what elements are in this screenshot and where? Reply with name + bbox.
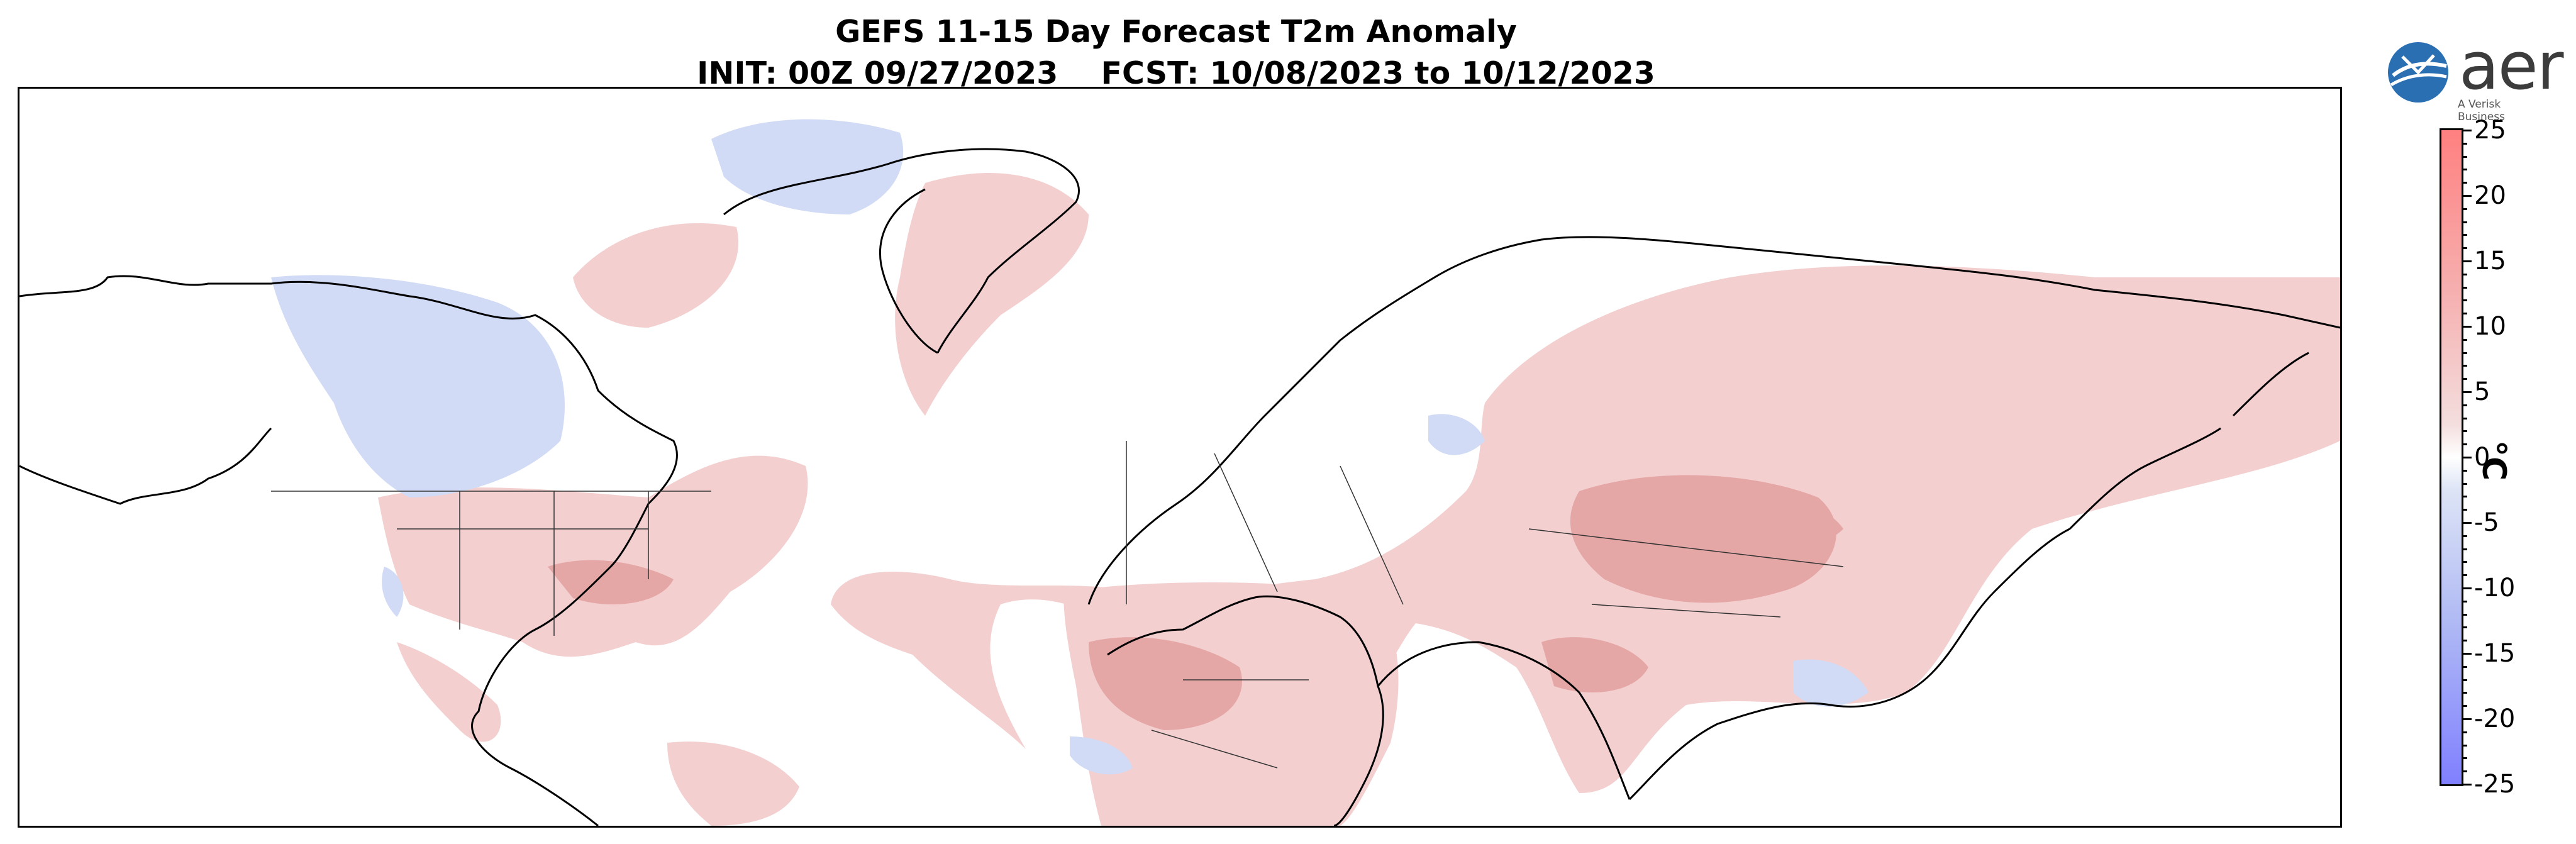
colorbar-major-tick [2462, 784, 2472, 786]
colorbar-minor-tick [2462, 352, 2467, 354]
political-borders [271, 441, 1844, 769]
colorbar-tick-label: 15 [2474, 247, 2506, 275]
colorbar-minor-tick [2462, 548, 2467, 550]
colorbar-minor-tick [2462, 574, 2467, 577]
colorbar-minor-tick [2462, 182, 2467, 184]
colorbar-minor-tick [2462, 430, 2467, 433]
chart-title: GEFS 11-15 Day Forecast T2m Anomaly INIT… [0, 11, 2352, 94]
colorbar-minor-tick [2462, 234, 2467, 236]
colorbar-minor-tick [2462, 482, 2467, 485]
colorbar-major-tick [2462, 195, 2472, 197]
globe-logo-icon [2388, 42, 2448, 103]
colorbar-minor-tick [2462, 299, 2467, 302]
colorbar-tick-label: 20 [2474, 181, 2506, 210]
colorbar-minor-tick [2462, 443, 2467, 446]
colorbar-tick-label: 0 [2474, 443, 2490, 472]
colorbar-minor-tick [2462, 365, 2467, 367]
cool-anomaly-areas [271, 119, 1868, 775]
colorbar-minor-tick [2462, 155, 2467, 158]
colorbar-tick-label: -5 [2474, 508, 2499, 537]
colorbar-minor-tick [2462, 469, 2467, 472]
colorbar-major-tick [2462, 587, 2472, 589]
colorbar-tick-label: -20 [2474, 704, 2516, 733]
colorbar-major-tick [2462, 391, 2472, 393]
colorbar-minor-tick [2462, 640, 2467, 642]
colorbar-minor-tick [2462, 561, 2467, 564]
colorbar-tick-label: 10 [2474, 312, 2506, 341]
colorbar-tick-label: -10 [2474, 574, 2516, 602]
colorbar-minor-tick [2462, 626, 2467, 629]
colorbar-tick-label: -25 [2474, 770, 2516, 799]
colorbar-minor-tick [2462, 757, 2467, 760]
logo-brand: aer [2459, 28, 2563, 104]
anomaly-map [18, 87, 2342, 828]
colorbar-minor-tick [2462, 509, 2467, 511]
colorbar-major-tick [2462, 457, 2472, 458]
map-svg [19, 119, 2340, 826]
colorbar-major-tick [2462, 260, 2472, 262]
colorbar-minor-tick [2462, 665, 2467, 668]
colorbar-minor-tick [2462, 417, 2467, 419]
colorbar-minor-tick [2462, 221, 2467, 223]
title-line-2: INIT: 00Z 09/27/2023 FCST: 10/08/2023 to… [697, 55, 1655, 91]
strong-warm-anomaly-areas [548, 475, 1843, 730]
aer-logo: aer A Verisk Business [2384, 28, 2563, 123]
colorbar-minor-tick [2462, 600, 2467, 602]
colorbar [2440, 128, 2463, 786]
colorbar-minor-tick [2462, 692, 2467, 694]
colorbar-minor-tick [2462, 679, 2467, 681]
colorbar-minor-tick [2462, 286, 2467, 289]
colorbar-major-tick [2462, 522, 2472, 524]
colorbar-minor-tick [2462, 705, 2467, 708]
warm-anomaly-areas [378, 173, 2340, 826]
colorbar-minor-tick [2462, 273, 2467, 275]
colorbar-minor-tick [2462, 169, 2467, 171]
colorbar-minor-tick [2462, 208, 2467, 210]
colorbar-minor-tick [2462, 378, 2467, 380]
colorbar-major-tick [2462, 326, 2472, 328]
colorbar-minor-tick [2462, 496, 2467, 498]
title-line-1: GEFS 11-15 Day Forecast T2m Anomaly [835, 14, 1517, 50]
colorbar-minor-tick [2462, 770, 2467, 773]
colorbar-minor-tick [2462, 535, 2467, 537]
colorbar-minor-tick [2462, 731, 2467, 733]
colorbar-tick-label: 5 [2474, 377, 2490, 406]
colorbar-major-tick [2462, 653, 2472, 655]
colorbar-minor-tick [2462, 613, 2467, 616]
colorbar-minor-tick [2462, 404, 2467, 406]
colorbar-minor-tick [2462, 142, 2467, 145]
colorbar-tick-label: 25 [2474, 116, 2506, 145]
colorbar-minor-tick [2462, 313, 2467, 315]
colorbar-unit-label: °C [2475, 440, 2512, 481]
colorbar-tick-label: -15 [2474, 639, 2516, 668]
logo-tagline: A Verisk Business [2458, 98, 2505, 123]
colorbar-major-tick [2462, 718, 2472, 720]
colorbar-major-tick [2462, 130, 2472, 131]
colorbar-minor-tick [2462, 247, 2467, 250]
colorbar-minor-tick [2462, 744, 2467, 747]
coastlines [19, 148, 2340, 826]
colorbar-minor-tick [2462, 338, 2467, 341]
